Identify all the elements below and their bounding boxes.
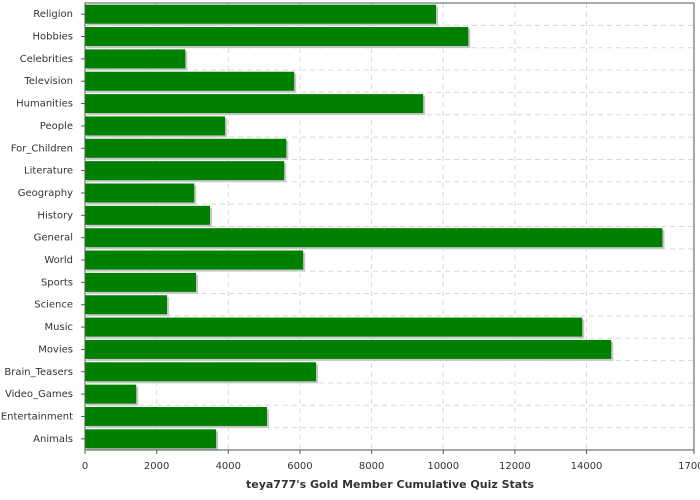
y-tick-label: Animals — [33, 434, 73, 445]
bar — [85, 228, 663, 248]
y-tick-label: Humanities — [16, 99, 73, 110]
bar — [85, 250, 304, 270]
bar — [85, 138, 287, 158]
y-tick-label: General — [34, 233, 73, 244]
x-tick-label: 6000 — [287, 461, 312, 472]
y-tick-label: Television — [23, 76, 73, 87]
y-tick-label: Geography — [18, 188, 73, 199]
bar — [85, 116, 226, 136]
x-tick-label: 8000 — [359, 461, 384, 472]
bar — [85, 406, 267, 426]
y-tick-label: Music — [45, 322, 73, 333]
x-tick-label: 2000 — [144, 461, 169, 472]
y-tick-label: History — [37, 210, 73, 221]
x-tick-label: 10000 — [427, 461, 459, 472]
bar — [85, 272, 197, 292]
bar — [85, 384, 137, 404]
bar — [85, 94, 424, 114]
y-tick-label: Sports — [41, 277, 73, 288]
bar — [85, 295, 168, 315]
bar — [85, 317, 583, 337]
bar — [85, 362, 317, 382]
bar — [85, 49, 186, 69]
y-tick-label: Celebrities — [20, 54, 73, 65]
y-tick-label: Movies — [38, 344, 73, 355]
bar — [85, 4, 437, 24]
y-tick-label: People — [40, 121, 73, 132]
x-tick-label: 0 — [82, 461, 88, 472]
x-tick-label: 4000 — [216, 461, 241, 472]
bar — [85, 205, 211, 225]
x-tick-label: 14000 — [571, 461, 603, 472]
x-tick-label: 17000 — [678, 461, 700, 472]
y-tick-label: Science — [34, 300, 73, 311]
y-tick-label: World — [44, 255, 73, 266]
y-tick-label: Literature — [24, 166, 73, 177]
y-tick-label: Brain_Teasers — [4, 367, 73, 378]
bar — [85, 183, 195, 203]
y-tick-label: For_Children — [11, 143, 73, 154]
y-tick-label: Religion — [33, 9, 73, 20]
bar — [85, 71, 295, 91]
bar — [85, 429, 217, 449]
chart-title: teya777's Gold Member Cumulative Quiz St… — [246, 478, 534, 491]
y-tick-label: Hobbies — [33, 32, 73, 43]
x-tick-label: 12000 — [499, 461, 531, 472]
plot-frame — [84, 2, 695, 451]
y-tick-label: Entertainment — [1, 411, 73, 422]
y-tick-label: Video_Games — [5, 389, 73, 400]
bar — [85, 339, 612, 359]
bar — [85, 161, 285, 181]
bar — [85, 27, 469, 47]
